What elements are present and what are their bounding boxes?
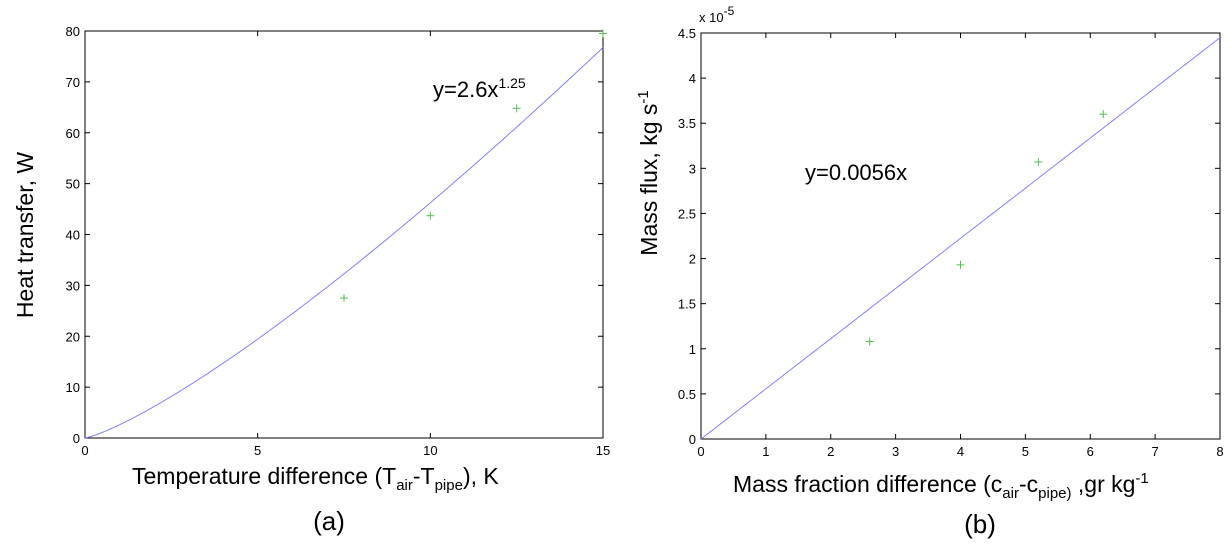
chart-a: 0 5 10 15 0 10 20 30 40 50 60 70 80 y=2.6x1.25 Heat … [12,24,610,536]
chart-b-data-point [1034,158,1043,167]
chart-b-ytick-label: 2 [689,252,696,267]
chart-b-ytick-label: 0 [689,432,696,447]
chart-b-xtick-label: 8 [1216,444,1223,459]
chart-b-ylabel: Mass flux, kg s-1 [635,90,662,255]
chart-a-plot-area [84,30,604,439]
chart-b-xtick-label: 7 [1152,444,1159,459]
chart-b: 0 1 2 3 4 5 6 7 8 0 0.5 1 1.5 2 2.5 3 3.5 4 4.5 x 10-5 y=0… [635,4,1224,539]
chart-a-data-point [340,294,348,303]
chart-b-xtick-label: 1 [762,444,769,459]
chart-a-ytick-label: 10 [66,380,80,395]
chart-b-data-point [1099,110,1108,119]
chart-b-xtick-label: 6 [1087,444,1094,459]
chart-a-xtick-label: 10 [423,443,437,458]
chart-b-ytick-label: 3.5 [678,116,696,131]
chart-b-data-point [865,337,874,346]
chart-b-ytick-label: 1.5 [678,297,696,312]
chart-a-equation: y=2.6x1.25 [433,75,526,102]
chart-a-ytick-label: 30 [66,278,80,293]
chart-b-xtick-label: 0 [697,444,704,459]
chart-a-caption: (a) [313,506,345,536]
chart-b-ytick-label: 2.5 [678,206,696,221]
chart-b-fit-line [700,37,1221,440]
chart-a-xtick-label: 0 [81,443,88,458]
chart-a-ytick-label: 50 [66,177,80,192]
chart-b-caption: (b) [964,509,996,539]
chart-a-data-point [426,211,435,220]
chart-a-xlabel: Temperature difference (Tair-Tpipe), K [132,463,499,494]
chart-b-xtick-label: 4 [957,444,964,459]
chart-a-ytick-label: 40 [66,228,80,243]
chart-a-ytick-label: 80 [66,24,80,39]
chart-b-xtick-label: 2 [827,444,834,459]
chart-a-ytick-label: 0 [73,431,80,446]
chart-b-plot-area [700,32,1221,440]
chart-b-ytick-label: 4.5 [678,26,696,41]
chart-b-ytick-label: 4 [689,71,696,86]
chart-a-data-point [512,104,521,113]
chart-a-ytick-label: 70 [66,75,80,90]
chart-a-ytick-label: 20 [66,329,80,344]
chart-a-ylabel: Heat transfer, W [12,152,38,318]
chart-b-data-point [956,260,965,269]
chart-b-xlabel: Mass fraction difference (cair-cpipe) ,g… [733,470,1149,502]
chart-a-data-point [599,29,607,38]
chart-b-equation: y=0.0056x [805,160,907,185]
chart-b-xtick-label: 3 [892,444,899,459]
chart-a-xtick-label: 5 [254,443,261,458]
chart-b-ytick-label: 0.5 [678,387,696,402]
chart-b-y-multiplier: x 10-5 [699,4,735,25]
chart-a-fit-line [84,47,604,439]
chart-a-xtick-label: 15 [596,443,610,458]
chart-a-ytick-label: 60 [66,126,80,141]
chart-b-ytick-label: 3 [689,161,696,176]
chart-b-xtick-label: 5 [1022,444,1029,459]
chart-b-ytick-label: 1 [689,342,696,357]
